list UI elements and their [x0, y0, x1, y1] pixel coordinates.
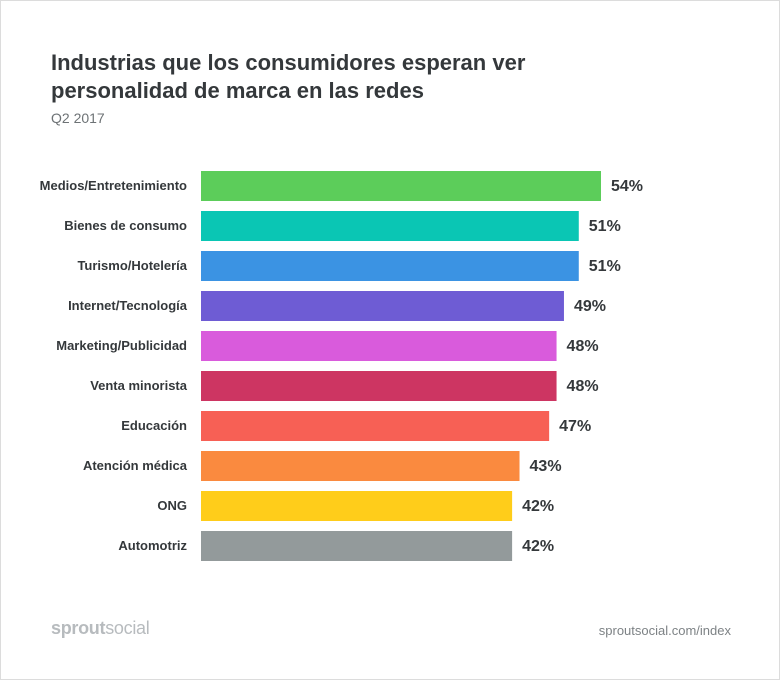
bar	[201, 491, 513, 521]
value-label: 49%	[574, 298, 606, 315]
logo-bold: sprout	[51, 618, 106, 638]
sproutsocial-logo: sproutsocial	[51, 618, 150, 639]
bar	[201, 371, 557, 401]
category-label: Internet/Tecnología	[68, 298, 188, 313]
bar	[201, 411, 550, 441]
category-label: Educación	[121, 418, 187, 433]
category-label: Marketing/Publicidad	[56, 338, 187, 353]
value-label: 54%	[611, 178, 643, 195]
bar-chart: Medios/Entretenimiento 54% Bienes de consu…	[40, 171, 643, 561]
bar	[201, 211, 579, 241]
source-link[interactable]: sproutsocial.com/index	[598, 623, 731, 638]
value-label: 51%	[589, 218, 621, 235]
value-label: 48%	[567, 338, 599, 355]
category-label: Venta minorista	[90, 378, 188, 393]
category-label: Bienes de consumo	[64, 218, 187, 233]
logo-light: social	[105, 618, 150, 638]
value-label: 43%	[530, 458, 562, 475]
category-label: Turismo/Hotelería	[77, 258, 187, 273]
value-label: 51%	[589, 258, 621, 275]
bar	[201, 251, 579, 281]
value-label: 47%	[559, 418, 591, 435]
value-label: 42%	[522, 498, 554, 515]
category-label: Medios/Entretenimiento	[40, 178, 187, 193]
chart-subtitle: Q2 2017	[51, 110, 105, 126]
bar	[201, 291, 564, 321]
value-label: 42%	[522, 538, 554, 555]
category-label: ONG	[157, 498, 187, 513]
chart-title: Industrias que los consumidores esperan …	[51, 50, 526, 103]
bar	[201, 451, 520, 481]
bar	[201, 331, 557, 361]
value-label: 48%	[567, 378, 599, 395]
category-label: Atención médica	[83, 458, 188, 473]
bar	[201, 531, 513, 561]
category-label: Automotriz	[118, 538, 187, 553]
bar	[201, 171, 601, 201]
